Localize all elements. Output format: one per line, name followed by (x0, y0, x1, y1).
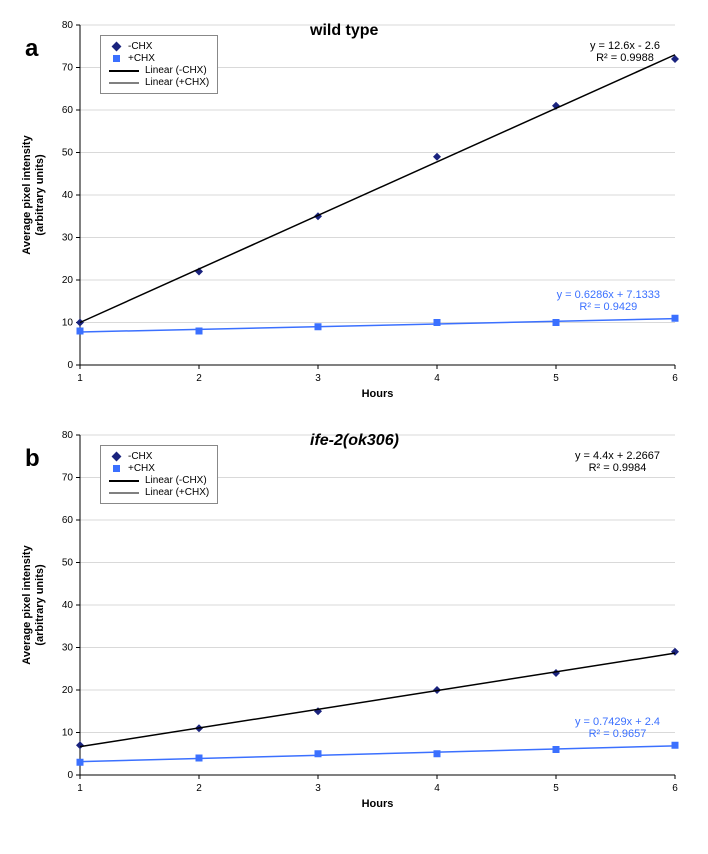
svg-text:Average pixel intensity: Average pixel intensity (21, 544, 33, 664)
svg-text:20: 20 (62, 685, 74, 696)
svg-text:80: 80 (62, 20, 74, 31)
data-point-square (434, 750, 441, 757)
legend-marker (109, 82, 139, 84)
svg-text:5: 5 (553, 783, 559, 794)
legend-marker (109, 70, 139, 72)
legend-text: -CHX (128, 41, 152, 52)
data-point-square (315, 750, 322, 757)
svg-text:70: 70 (62, 473, 74, 484)
svg-text:4: 4 (434, 783, 440, 794)
svg-text:20: 20 (62, 275, 74, 286)
svg-text:6: 6 (672, 373, 678, 384)
svg-text:40: 40 (62, 190, 74, 201)
legend-item: Linear (+CHX) (109, 77, 209, 88)
legend-text: -CHX (128, 451, 152, 462)
trend-line (80, 319, 675, 332)
legend: -CHX+CHXLinear (-CHX)Linear (+CHX) (100, 35, 218, 94)
svg-text:0: 0 (67, 360, 73, 371)
trend-line (80, 55, 675, 323)
legend-marker (112, 42, 122, 52)
svg-text:2: 2 (196, 373, 202, 384)
svg-text:0: 0 (67, 770, 73, 781)
legend-item: -CHX (109, 451, 209, 462)
svg-text:10: 10 (62, 318, 74, 329)
equation-annotation: y = 0.7429x + 2.4 R² = 0.9657 (575, 716, 660, 740)
svg-text:5: 5 (553, 373, 559, 384)
legend-text: Linear (-CHX) (145, 475, 207, 486)
svg-text:3: 3 (315, 783, 321, 794)
legend-text: +CHX (128, 463, 155, 474)
panel-label: a (25, 35, 38, 63)
legend-marker (113, 55, 120, 62)
chart-panel: a wild type -CHX+CHXLinear (-CHX)Linear (+… (10, 10, 690, 405)
svg-text:30: 30 (62, 233, 74, 244)
legend-item: Linear (+CHX) (109, 487, 209, 498)
svg-text:1: 1 (77, 373, 83, 384)
svg-text:6: 6 (672, 783, 678, 794)
svg-text:Hours: Hours (362, 388, 394, 400)
svg-text:40: 40 (62, 600, 74, 611)
svg-text:10: 10 (62, 728, 74, 739)
data-point-diamond (433, 153, 441, 161)
svg-text:(arbitrary units): (arbitrary units) (34, 154, 46, 236)
svg-text:50: 50 (62, 148, 74, 159)
svg-text:3: 3 (315, 373, 321, 384)
chart-panel: b ife-2(ok306) -CHX+CHXLinear (-CHX)Linear… (10, 420, 690, 815)
svg-text:(arbitrary units): (arbitrary units) (34, 564, 46, 646)
data-point-square (434, 319, 441, 326)
legend-item: +CHX (109, 53, 209, 64)
data-point-square (77, 328, 84, 335)
svg-text:60: 60 (62, 105, 74, 116)
equation-annotation: y = 12.6x - 2.6 R² = 0.9988 (590, 40, 660, 64)
svg-text:60: 60 (62, 515, 74, 526)
svg-text:80: 80 (62, 430, 74, 441)
chart-title: wild type (310, 22, 378, 40)
svg-text:Average pixel intensity: Average pixel intensity (21, 134, 33, 254)
legend-marker (113, 465, 120, 472)
legend-marker (109, 480, 139, 482)
data-point-diamond (671, 648, 679, 656)
legend-text: Linear (+CHX) (145, 77, 209, 88)
svg-text:4: 4 (434, 373, 440, 384)
legend-item: Linear (-CHX) (109, 65, 209, 76)
trend-line (80, 746, 675, 762)
equation-annotation: y = 0.6286x + 7.1333 R² = 0.9429 (557, 289, 660, 313)
legend-text: Linear (-CHX) (145, 65, 207, 76)
panel-label: b (25, 445, 40, 473)
svg-text:2: 2 (196, 783, 202, 794)
legend-marker (112, 452, 122, 462)
legend-item: -CHX (109, 41, 209, 52)
equation-annotation: y = 4.4x + 2.2667 R² = 0.9984 (575, 450, 660, 474)
svg-text:50: 50 (62, 558, 74, 569)
figure-root: awild type-CHX+CHXLinear (-CHX)Linear (+… (10, 10, 708, 815)
legend-item: +CHX (109, 463, 209, 474)
svg-text:30: 30 (62, 643, 74, 654)
legend-item: Linear (-CHX) (109, 475, 209, 486)
legend-text: +CHX (128, 53, 155, 64)
legend-marker (109, 492, 139, 494)
legend: -CHX+CHXLinear (-CHX)Linear (+CHX) (100, 445, 218, 504)
svg-text:70: 70 (62, 63, 74, 74)
chart-title: ife-2(ok306) (310, 432, 399, 450)
svg-text:1: 1 (77, 783, 83, 794)
data-point-diamond (76, 741, 84, 749)
svg-text:Hours: Hours (362, 798, 394, 810)
data-point-square (553, 319, 560, 326)
legend-text: Linear (+CHX) (145, 487, 209, 498)
